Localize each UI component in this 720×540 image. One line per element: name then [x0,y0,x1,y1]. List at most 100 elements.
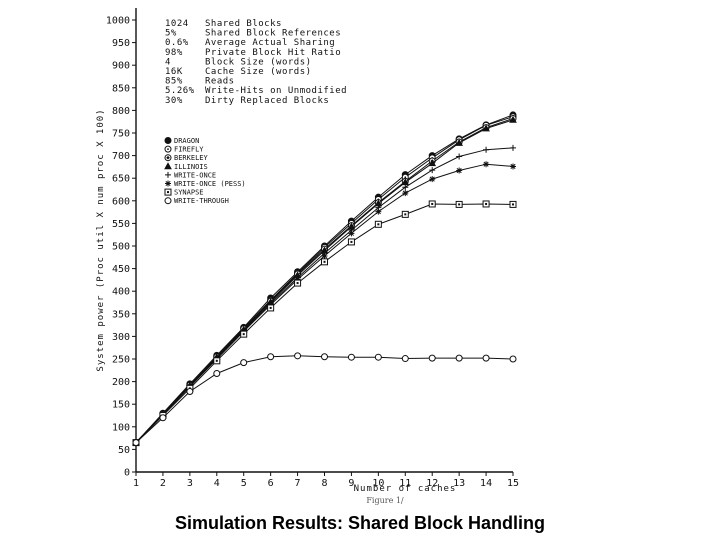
x-tick-label: 14 [480,478,492,489]
y-tick-label: 600 [112,196,130,207]
data-point [483,146,490,153]
data-point [321,252,328,259]
data-point [347,353,355,361]
data-point [509,115,517,123]
y-tick-label: 450 [112,264,130,275]
param-value: 4 [165,57,171,67]
legend-marker [164,145,172,153]
data-point [240,359,248,367]
param-value: 1024 [165,19,189,29]
x-tick-label: 8 [321,478,327,489]
param-label: Cache Size (words) [205,67,312,77]
data-point [509,200,517,208]
legend-entry: WRITE-ONCE [174,171,216,179]
x-tick-label: 4 [214,478,220,489]
data-point [482,200,490,208]
legend-entry: SYNAPSE [174,189,204,197]
legend-marker [164,188,172,196]
data-point [132,439,140,447]
data-point [455,138,463,146]
y-tick-label: 750 [112,129,130,140]
param-value: 16K [165,67,183,77]
data-point [240,330,248,338]
data-point [509,355,517,363]
x-tick-label: 2 [160,478,166,489]
series-line [135,355,514,443]
y-tick-label: 850 [112,83,130,94]
data-point [294,352,302,360]
series-legend: DRAGONFIREFLYBERKELEYILLINOISWRITE-ONCEW… [164,137,246,205]
y-tick-label: 50 [118,445,130,456]
legend-marker [164,154,172,162]
y-tick-label: 0 [124,468,130,479]
data-point [510,144,516,151]
data-point [347,238,355,246]
data-point [483,161,490,168]
y-tick-label: 550 [112,219,130,230]
legend-entry: DRAGON [174,137,199,145]
data-point [401,355,409,363]
y-tick-label: 800 [112,106,130,117]
x-tick-label: 6 [268,478,274,489]
data-point [267,304,275,312]
param-label: Shared Block References [205,29,341,39]
parameter-legend: 1024 Shared Blocks 5% Shared Block Referenc… [165,19,347,106]
x-tick-label: 11 [399,478,411,489]
data-point [213,369,221,377]
y-tick-label: 150 [112,400,130,411]
y-tick-label: 200 [112,377,130,388]
y-tick-label: 400 [112,287,130,298]
data-point [294,276,301,283]
x-tick-label: 7 [295,478,301,489]
legend-marker [165,180,171,187]
param-label: Shared Blocks [205,19,282,29]
data-point [213,357,221,365]
y-tick-label: 1000 [106,16,130,27]
data-point [294,279,302,287]
x-tick-label: 9 [348,478,354,489]
y-tick-label: 350 [112,309,130,320]
data-point [374,353,382,361]
data-point [482,354,490,362]
y-tick-label: 700 [112,151,130,162]
param-label: Reads [205,77,235,87]
data-point [429,167,436,174]
series-synapse [132,200,517,447]
series-layer [132,111,517,447]
x-tick-label: 5 [241,478,247,489]
x-tick-label: 12 [426,478,438,489]
param-value: 5% [165,29,177,39]
data-point [186,388,194,396]
data-point [402,190,409,197]
legend-marker [164,197,172,205]
data-point [455,354,463,362]
legend-entry: FIREFLY [174,146,204,154]
figure-mark: Figure 1/ [366,496,404,505]
data-point [375,208,382,215]
param-label: Average Actual Sharing [205,38,335,48]
legend-marker [164,137,172,144]
legend-marker [164,162,172,170]
param-label: Block Size (words) [205,57,312,67]
data-point [428,354,436,362]
param-value: 98% [165,48,183,58]
param-value: 85% [165,77,183,87]
y-tick-label: 500 [112,242,130,253]
series-write-through [132,352,517,447]
x-tick-label: 13 [453,478,465,489]
data-point [510,163,516,170]
y-tick-label: 300 [112,332,130,343]
series-line [135,203,514,443]
x-axis-title: Number of caches [354,484,457,494]
y-tick-label: 100 [112,422,130,433]
data-point [482,124,490,132]
data-point [159,414,167,422]
data-point [455,200,463,208]
param-label: Private Block Hit Ratio [205,48,341,58]
x-tick-label: 10 [372,478,384,489]
x-ticks: 1 2 3 4 5 6 7 8 9 10 11 12 13 14 15 [133,472,519,489]
x-tick-label: 15 [507,478,519,489]
param-value: 0.6% [165,38,189,48]
chart-axes [135,8,513,473]
